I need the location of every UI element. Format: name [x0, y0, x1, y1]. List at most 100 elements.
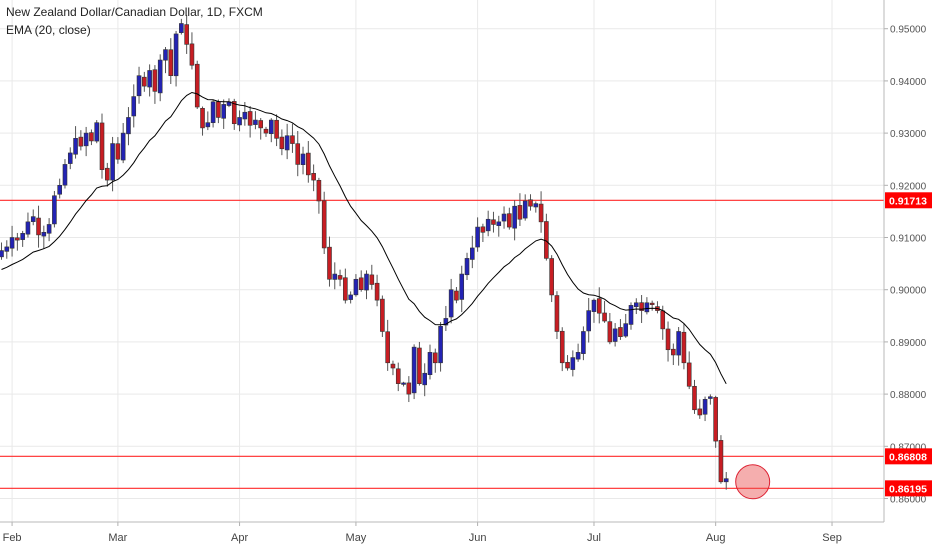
candle-up — [62, 164, 68, 186]
candle-up — [496, 221, 502, 226]
candle-up — [4, 246, 10, 252]
candle-up — [522, 200, 528, 219]
chart-title: New Zealand Dollar/Canadian Dollar, 1D, … — [6, 5, 263, 19]
candle-up — [205, 122, 211, 128]
candle-up — [332, 273, 338, 280]
candle-up — [179, 23, 184, 33]
candle-down — [692, 385, 697, 411]
ema-line — [1, 91, 727, 385]
y-tick-label: 0.92000 — [890, 181, 927, 192]
x-tick-label: Sep — [822, 532, 842, 544]
candle-up — [570, 357, 576, 370]
candle-up — [20, 233, 25, 240]
candle-up — [110, 143, 115, 181]
candle-up — [9, 237, 15, 249]
x-tick-label: Jun — [469, 532, 487, 544]
candle-down — [697, 408, 703, 416]
candle-down — [607, 321, 613, 343]
candle-up — [438, 325, 443, 364]
candle-up — [242, 111, 248, 120]
candle-down — [142, 76, 147, 87]
candle-up — [41, 231, 47, 237]
candle-up — [676, 331, 681, 356]
candle-down — [311, 173, 316, 181]
candle-up — [173, 33, 179, 77]
candle-down — [686, 362, 692, 387]
candle-down — [99, 122, 105, 170]
y-tick-label: 0.95000 — [890, 25, 927, 36]
candle-down — [279, 136, 285, 150]
candle-up — [623, 323, 629, 337]
candle-up — [126, 117, 131, 135]
candle-down — [517, 205, 523, 220]
y-tick-label: 0.86000 — [890, 495, 927, 506]
candle-up — [131, 96, 137, 117]
price-label: 0.86195 — [889, 483, 927, 495]
candle-down — [395, 368, 401, 384]
candle-up — [284, 135, 290, 151]
candle-up — [723, 478, 729, 483]
candle-up — [210, 101, 216, 123]
candle-up — [268, 119, 274, 135]
candle-up — [52, 195, 57, 225]
candle-up — [475, 226, 480, 248]
candle-down — [528, 199, 533, 207]
candle-down — [184, 24, 189, 45]
candle-up — [157, 59, 163, 94]
candle-down — [231, 101, 237, 125]
candle-up — [163, 49, 168, 61]
candle-up — [422, 372, 428, 386]
candle-down — [665, 328, 671, 351]
candle-down — [559, 330, 565, 364]
candle-up — [30, 216, 36, 222]
candle-down — [432, 352, 438, 364]
candle-up — [633, 302, 639, 308]
candle-up — [237, 117, 242, 126]
candle-down — [480, 226, 486, 233]
candle-up — [575, 352, 581, 360]
candle-up — [300, 153, 306, 165]
candle-down — [507, 213, 512, 228]
candle-down — [660, 310, 666, 330]
candle-down — [337, 275, 343, 280]
candle-down — [168, 49, 174, 76]
candle-down — [258, 120, 264, 129]
x-tick-label: May — [346, 532, 367, 544]
candle-down — [565, 361, 570, 369]
candle-down — [681, 331, 687, 364]
candle-up — [364, 273, 369, 291]
candle-down — [406, 382, 412, 395]
x-tick-label: Apr — [231, 532, 248, 544]
y-tick-label: 0.91000 — [890, 234, 927, 245]
candle-down — [200, 108, 205, 129]
candle-down — [295, 143, 301, 165]
candle-up — [25, 221, 31, 235]
candle-down — [390, 363, 396, 369]
candle-down — [263, 128, 269, 134]
indicator-label: EMA (20, close) — [6, 23, 91, 37]
candle-up — [427, 352, 433, 376]
y-tick-label: 0.87000 — [890, 442, 927, 453]
candle-up — [46, 224, 52, 234]
candle-down — [713, 397, 718, 442]
candle-down — [718, 440, 724, 483]
x-tick-label: Aug — [706, 532, 726, 544]
candle-down — [343, 277, 348, 301]
candle-up — [443, 318, 449, 326]
candle-down — [15, 237, 20, 241]
candle-up — [253, 119, 258, 125]
candle-down — [194, 63, 200, 108]
candle-down — [491, 219, 496, 225]
candle-down — [36, 217, 41, 236]
candle-down — [78, 136, 84, 147]
candle-up — [470, 247, 475, 260]
candle-up — [136, 75, 142, 97]
y-tick-label: 0.94000 — [890, 77, 927, 88]
y-tick-label: 0.93000 — [890, 129, 927, 140]
candle-down — [671, 348, 676, 356]
grid-layer — [0, 0, 884, 522]
candle-down — [454, 290, 459, 301]
candle-down — [274, 119, 279, 139]
y-tick-label: 0.88000 — [890, 390, 927, 401]
candle-down — [417, 347, 422, 384]
